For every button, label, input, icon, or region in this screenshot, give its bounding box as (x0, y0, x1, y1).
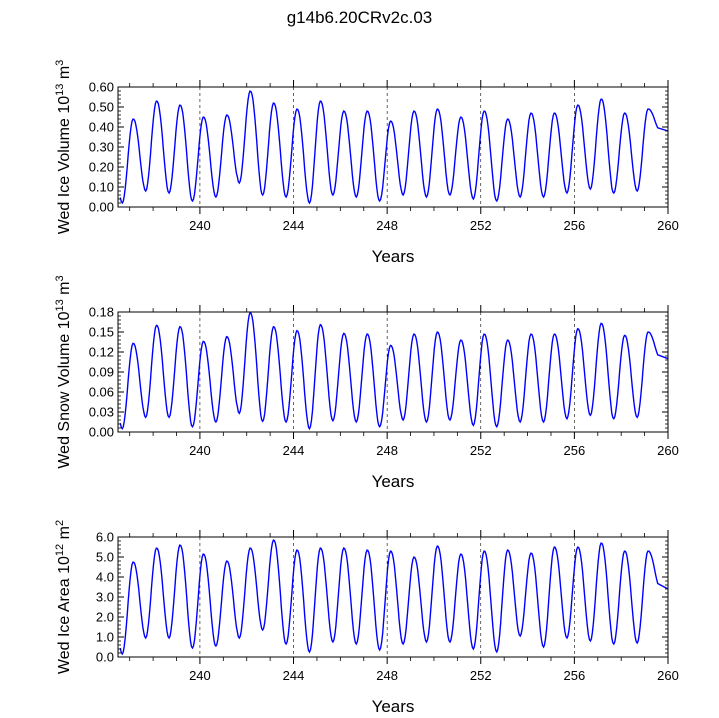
ice-area-xtick-label: 256 (564, 668, 586, 683)
ice-volume-ytick-label: 0.60 (89, 80, 114, 95)
snow-volume-ytick-label: 0.12 (89, 345, 114, 360)
ice-area-ytick-label: 4.0 (96, 570, 114, 585)
snow-volume-y-axis-label-text: Wed Snow Volume 10 (56, 311, 73, 468)
snow-volume-x-axis-label: Years (372, 472, 415, 491)
ice-area-series-line (119, 539, 669, 656)
ice-area-xtick-label: 240 (189, 668, 211, 683)
ice-area-panel: 0.0 1.0 2.0 3.0 4.0 5.0 6.0 240 244 248 252 256 260 Y… (54, 520, 679, 716)
ice-volume-xtick-label: 252 (470, 218, 492, 233)
ice-area-ytick-label: 1.0 (96, 630, 114, 645)
ice-volume-series-line (119, 90, 669, 205)
ice-volume-y-axis-label-text: m (56, 66, 73, 84)
snow-volume-y-axis-label-text: m (56, 281, 73, 299)
snow-volume-ytick-label: 0.09 (89, 365, 114, 380)
ice-volume-xtick-label: 256 (564, 218, 586, 233)
snow-volume-ytick-label: 0.03 (89, 405, 114, 420)
ice-volume-panel: 0.00 0.10 0.20 0.30 0.40 0.50 0.60 240 244 248 252… (54, 60, 679, 266)
ice-area-xtick-label: 252 (470, 668, 492, 683)
ice-area-ytick-label: 6.0 (96, 530, 114, 545)
snow-volume-xtick-label: 260 (657, 443, 679, 458)
ice-volume-ytick-label: 0.50 (89, 100, 114, 115)
snow-volume-xtick-label: 252 (470, 443, 492, 458)
ice-volume-xtick-label: 240 (189, 218, 211, 233)
snow-volume-panel: 0.00 0.03 0.06 0.09 0.12 0.15 0.18 240 244 248 252… (54, 275, 679, 491)
ice-volume-xtick-label: 244 (283, 218, 305, 233)
snow-volume-xtick-label: 248 (376, 443, 398, 458)
snow-volume-ytick-label: 0.15 (89, 325, 114, 340)
ice-volume-ytick-label: 0.20 (89, 160, 114, 175)
ice-volume-ytick-label: 0.30 (89, 140, 114, 155)
ice-area-y-axis-label: Wed Ice Area 1012 m2 (54, 520, 73, 674)
ice-area-x-axis-label: Years (372, 697, 415, 716)
snow-volume-y-axis-label: Wed Snow Volume 1013 m3 (54, 275, 73, 468)
ice-volume-y-axis-label-exp: 13 (54, 84, 66, 96)
ice-area-ytick-label: 2.0 (96, 610, 114, 625)
snow-volume-xtick-label: 240 (189, 443, 211, 458)
ice-volume-xtick-label: 248 (376, 218, 398, 233)
ice-volume-y-axis-label-text: Wed Ice Volume 10 (56, 96, 73, 235)
ice-area-y-axis-label-exp: 12 (54, 544, 66, 556)
snow-volume-y-axis-label-exp: 13 (54, 299, 66, 311)
snow-volume-xtick-label: 256 (564, 443, 586, 458)
ice-area-y-axis-label-text: Wed Ice Area 10 (56, 556, 73, 674)
ice-volume-ytick-label: 0.40 (89, 120, 114, 135)
snow-volume-ytick-label: 0.06 (89, 385, 114, 400)
page-title: g14b6.20CRv2c.03 (286, 8, 433, 27)
ice-volume-ytick-label: 0.10 (89, 180, 114, 195)
snow-volume-y-axis-label-exp: 3 (54, 275, 66, 281)
ice-area-y-axis-label-exp: 2 (54, 520, 66, 526)
ice-area-xtick-label: 248 (376, 668, 398, 683)
snow-volume-ytick-label: 0.00 (89, 425, 114, 440)
ice-area-ytick-label: 0.0 (96, 650, 114, 665)
ice-area-xtick-label: 244 (283, 668, 305, 683)
snow-volume-xtick-label: 244 (283, 443, 305, 458)
snow-volume-series-line (119, 311, 669, 431)
ice-area-y-axis-label-text: m (56, 526, 73, 544)
ice-area-ytick-label: 3.0 (96, 590, 114, 605)
snow-volume-ytick-label: 0.18 (89, 305, 114, 320)
ice-area-xtick-label: 260 (657, 668, 679, 683)
snow-volume-frame (117, 311, 669, 433)
ice-volume-ytick-label: 0.00 (89, 200, 114, 215)
ice-volume-xtick-label: 260 (657, 218, 679, 233)
ice-area-ytick-label: 5.0 (96, 550, 114, 565)
ice-volume-frame (117, 86, 669, 208)
ice-volume-y-axis-label: Wed Ice Volume 1013 m3 (54, 60, 73, 235)
ice-volume-x-axis-label: Years (372, 247, 415, 266)
ice-volume-y-axis-label-exp: 3 (54, 60, 66, 66)
